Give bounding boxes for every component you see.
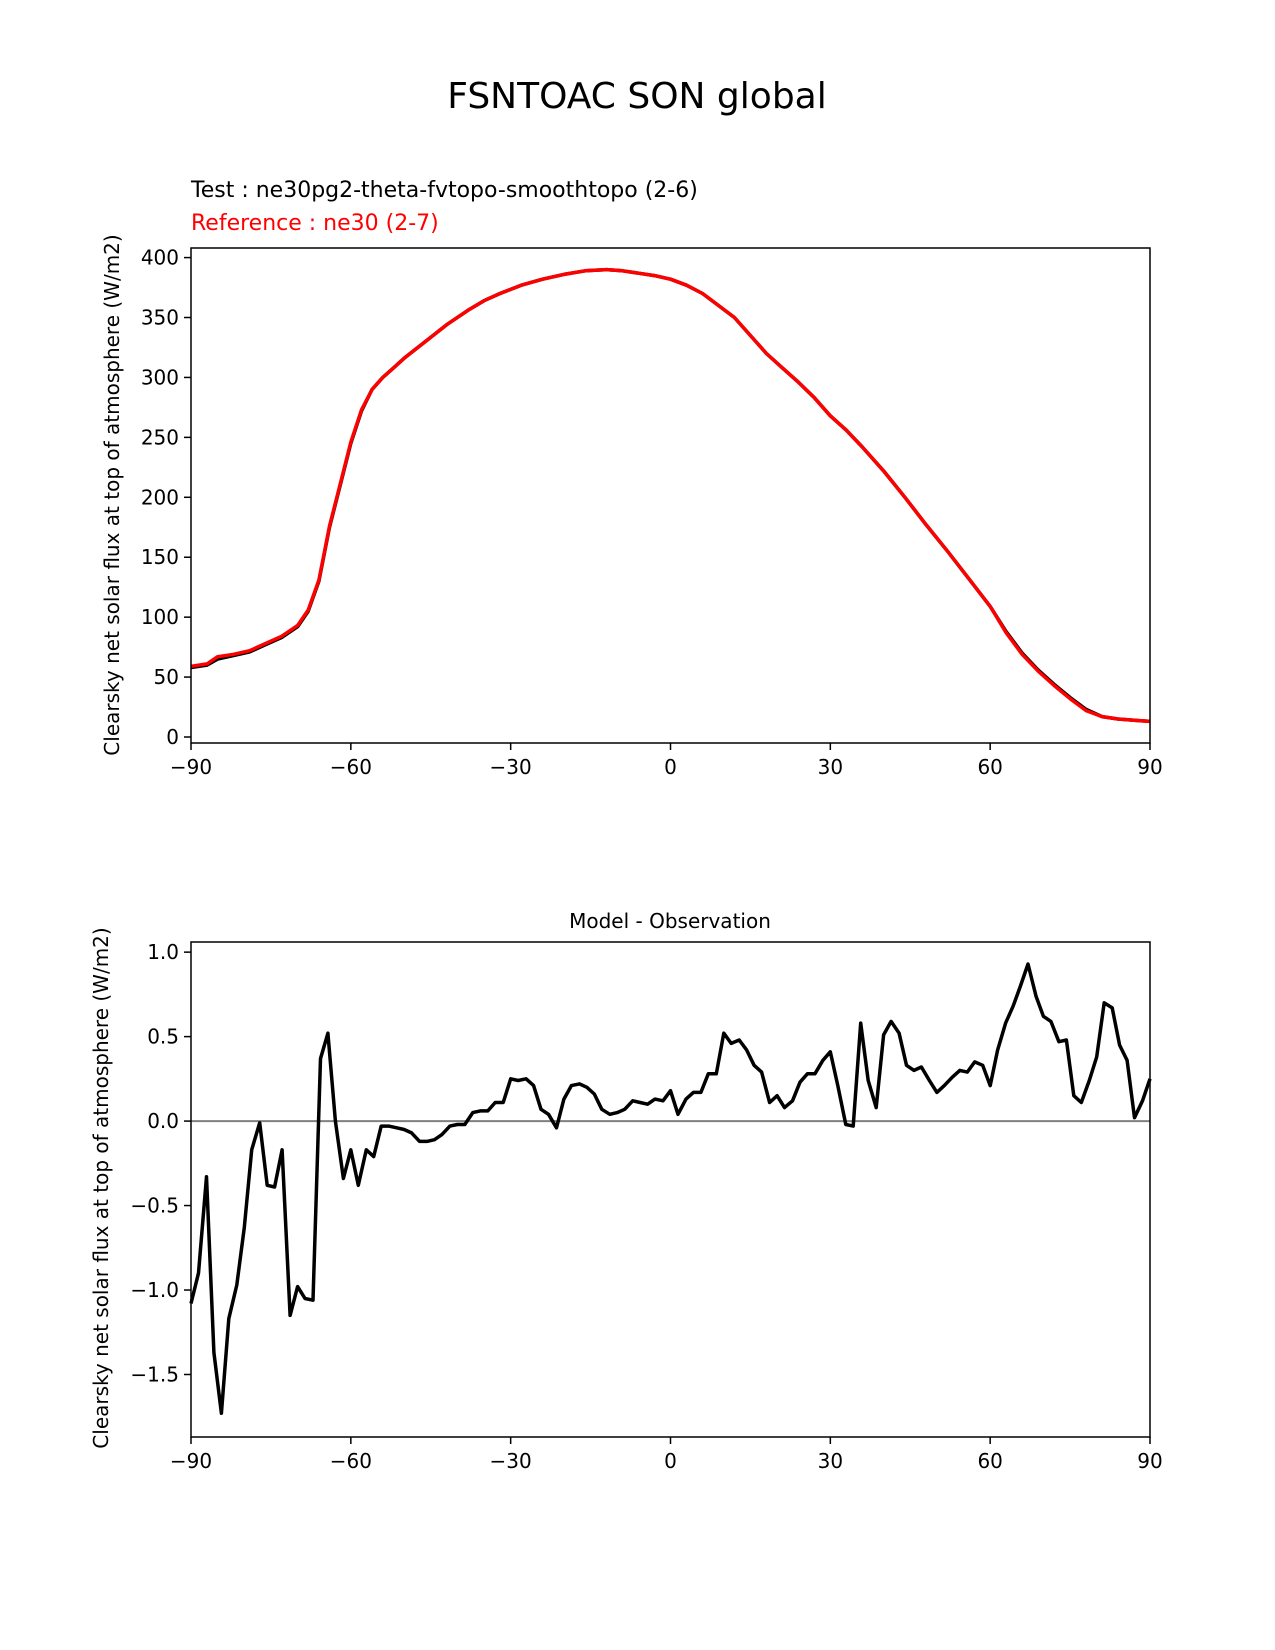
- top-y-axis-label: Clearsky net solar flux at top of atmosp…: [100, 234, 124, 755]
- bottom-x-tick-label: 60: [977, 1449, 1002, 1473]
- top-y-tick-label: 300: [141, 365, 179, 389]
- top-y-tick-label: 350: [141, 306, 179, 330]
- bottom-x-tick-label: 90: [1137, 1449, 1162, 1473]
- bottom-x-tick-label: 30: [818, 1449, 843, 1473]
- top-x-tick-label: −90: [170, 755, 212, 779]
- top-x-tick-label: 90: [1137, 755, 1162, 779]
- test-legend-label: Test : ne30pg2-theta-fvtopo-smoothtopo (…: [190, 178, 698, 203]
- bottom-x-tick-label: −30: [490, 1449, 532, 1473]
- top-y-tick-label: 0: [166, 725, 179, 749]
- top-series-lines: [190, 267, 1151, 724]
- top-plot: Test : ne30pg2-theta-fvtopo-smoothtopo (…: [100, 178, 1163, 779]
- bottom-plot-frame: [190, 941, 1151, 1438]
- top-axis-ticks: −90 −60 −30 0 30 60 90 0 50 100 150 200 250 300 350 400: [141, 246, 1163, 779]
- top-y-tick-label: 400: [141, 246, 179, 270]
- figure-title: FSNTOAC SON global: [447, 76, 826, 117]
- top-x-tick-label: −30: [490, 755, 532, 779]
- bottom-x-tick-label: −90: [170, 1449, 212, 1473]
- bottom-x-tick-label: −60: [330, 1449, 372, 1473]
- bottom-x-tick-label: 0: [664, 1449, 677, 1473]
- top-x-tick-label: 30: [818, 755, 843, 779]
- bottom-series-lines: [189, 962, 1152, 1416]
- top-y-tick-label: 50: [154, 665, 179, 689]
- top-plot-frame: [190, 247, 1151, 744]
- top-x-tick-label: 60: [977, 755, 1002, 779]
- bottom-difference-line: [189, 962, 1152, 1416]
- bottom-plot-title: Model - Observation: [569, 909, 771, 933]
- bottom-y-tick-label: 0.5: [147, 1025, 179, 1049]
- top-x-tick-label: −60: [330, 755, 372, 779]
- top-y-tick-label: 200: [141, 485, 179, 509]
- top-x-tick-label: 0: [664, 755, 677, 779]
- bottom-plot: Model - Observation Clearsky net solar f…: [89, 909, 1163, 1473]
- bottom-y-tick-label: −0.5: [130, 1194, 179, 1218]
- bottom-y-axis-label: Clearsky net solar flux at top of atmosp…: [89, 927, 113, 1448]
- top-y-tick-label: 100: [141, 605, 179, 629]
- reference-legend-label: Reference : ne30 (2-7): [191, 211, 439, 236]
- bottom-y-tick-label: −1.5: [130, 1362, 179, 1386]
- bottom-axis-ticks: −90 −60 −30 0 30 60 90 −1.5 −1.0 −0.5 0.0 0.5 1.0: [130, 940, 1162, 1473]
- top-y-tick-label: 250: [141, 425, 179, 449]
- bottom-y-tick-label: 0.0: [147, 1109, 179, 1133]
- bottom-y-tick-label: −1.0: [130, 1278, 179, 1302]
- top-series-reference-line: [190, 267, 1151, 724]
- bottom-y-tick-label: 1.0: [147, 940, 179, 964]
- top-y-tick-label: 150: [141, 545, 179, 569]
